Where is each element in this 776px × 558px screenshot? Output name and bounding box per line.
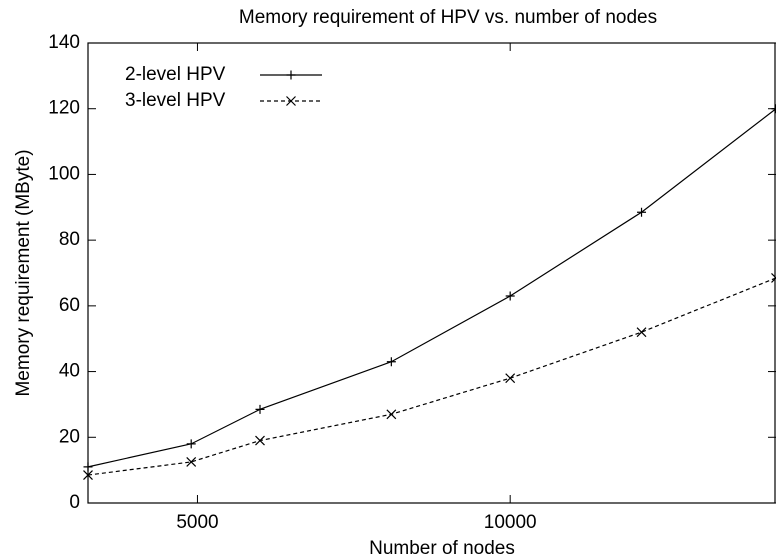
x-tick-label: 5000 <box>176 512 218 533</box>
marker <box>771 273 776 283</box>
y-tick-label: 80 <box>59 229 80 250</box>
marker <box>505 291 515 301</box>
y-tick-label: 140 <box>48 32 80 53</box>
y-tick-label: 120 <box>48 98 80 119</box>
x-axis-label: Number of nodes <box>369 538 515 558</box>
marker <box>505 373 516 384</box>
marker <box>636 327 647 338</box>
plot-frame <box>87 42 776 504</box>
y-tick-label: 40 <box>59 361 80 382</box>
marker <box>286 70 296 80</box>
marker <box>286 96 296 106</box>
chart-title: Memory requirement of HPV vs. number of … <box>239 7 657 28</box>
y-tick-label: 0 <box>69 492 80 513</box>
marker <box>83 462 93 472</box>
marker <box>771 104 776 114</box>
y-tick-label: 60 <box>59 295 80 316</box>
marker <box>186 457 197 467</box>
series-line <box>87 108 776 468</box>
marker <box>386 357 396 367</box>
legend-label: 2-level HPV <box>125 64 226 85</box>
marker <box>637 207 647 217</box>
x-tick-label: 10000 <box>484 512 537 533</box>
marker <box>255 404 265 414</box>
marker <box>83 470 93 480</box>
y-tick-label: 100 <box>48 163 80 184</box>
marker <box>186 439 196 449</box>
marker <box>386 409 397 420</box>
marker <box>255 435 265 446</box>
y-tick-label: 20 <box>59 426 80 447</box>
legend-label: 3-level HPV <box>125 90 226 111</box>
y-axis-label: Memory requirement (MByte) <box>13 149 34 396</box>
